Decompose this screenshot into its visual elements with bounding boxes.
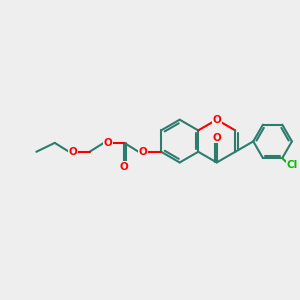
- Text: O: O: [138, 147, 147, 157]
- Text: O: O: [120, 162, 129, 172]
- Text: O: O: [69, 147, 78, 157]
- Text: O: O: [212, 115, 221, 125]
- Text: Cl: Cl: [287, 160, 298, 170]
- Text: O: O: [103, 138, 112, 148]
- Text: O: O: [212, 133, 221, 142]
